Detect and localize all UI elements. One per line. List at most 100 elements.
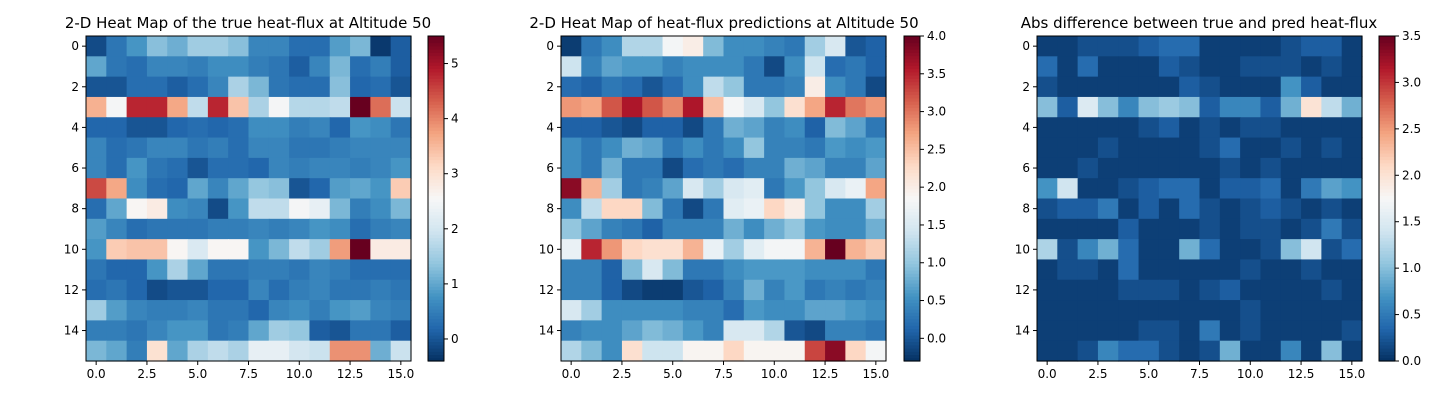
- heat-cell: [865, 56, 887, 78]
- x-tick-label: 0.0: [562, 367, 581, 381]
- heatmap-cells: [561, 36, 887, 362]
- heat-cell: [1097, 218, 1119, 240]
- heat-cell: [289, 157, 311, 179]
- heat-cell: [126, 76, 148, 98]
- heat-cell: [1219, 218, 1241, 240]
- colorbar-segment: [1379, 117, 1395, 122]
- heat-cell: [329, 259, 351, 281]
- heat-cell: [167, 218, 189, 240]
- heat-cell: [845, 157, 867, 179]
- heat-cell: [845, 36, 867, 57]
- colorbar-segment: [904, 114, 920, 118]
- heat-cell: [370, 117, 392, 139]
- heat-cell: [390, 320, 412, 342]
- colorbar-segment: [904, 149, 920, 154]
- colorbar-segment: [904, 237, 920, 242]
- heat-cell: [825, 218, 846, 240]
- heat-cell: [1240, 117, 1262, 139]
- heat-cell: [743, 218, 765, 240]
- heat-cell: [621, 198, 643, 220]
- heat-cell: [1077, 259, 1099, 281]
- heat-cell: [350, 198, 371, 220]
- heat-cell: [601, 340, 623, 362]
- y-tick-label: 12: [64, 283, 79, 297]
- colorbar-segment: [428, 299, 444, 304]
- heat-cell: [106, 36, 128, 57]
- heat-cell: [86, 137, 107, 159]
- colorbar-segment: [428, 302, 444, 307]
- heat-cell: [1301, 178, 1322, 200]
- heat-cell: [865, 96, 887, 118]
- colorbar-segment: [1379, 45, 1395, 50]
- colorbar-segment: [1379, 208, 1395, 213]
- heat-cell: [804, 137, 826, 159]
- colorbar-tick-label: 1.5: [927, 218, 946, 232]
- colorbar-segment: [428, 94, 444, 99]
- heat-cell: [268, 218, 290, 240]
- heat-cell: [126, 96, 148, 118]
- heat-cell: [390, 218, 412, 240]
- heat-cell: [804, 340, 826, 362]
- heat-cell: [1219, 259, 1241, 281]
- heat-cell: [662, 279, 684, 301]
- colorbar-tick-label: 0.5: [1402, 308, 1421, 322]
- heat-cell: [1077, 117, 1099, 139]
- colorbar-segment: [1379, 81, 1395, 86]
- colorbar-segment: [904, 351, 920, 356]
- colorbar-segment: [428, 331, 444, 336]
- colorbar-segment: [904, 136, 920, 141]
- colorbar-segment: [428, 221, 444, 226]
- colorbar-segment: [428, 162, 444, 167]
- heat-cell: [126, 300, 148, 321]
- colorbar-segment: [428, 325, 444, 330]
- heat-cell: [1138, 239, 1160, 261]
- heat-cell: [268, 56, 290, 78]
- colorbar-segment: [428, 81, 444, 86]
- heat-cell: [764, 259, 786, 281]
- heat-cell: [1158, 259, 1180, 281]
- heat-cell: [248, 279, 270, 301]
- x-tick-label: 15.0: [1338, 367, 1365, 381]
- heat-cell: [1179, 279, 1201, 301]
- colorbar-segment: [428, 318, 444, 323]
- heat-cell: [1077, 239, 1099, 261]
- heat-cell: [106, 239, 128, 261]
- heat-cell: [187, 178, 209, 200]
- heat-cell: [825, 137, 846, 159]
- heat-cell: [86, 340, 107, 362]
- heat-cell: [1301, 340, 1322, 362]
- colorbar-segment: [428, 68, 444, 73]
- colorbar-segment: [428, 55, 444, 60]
- heat-cell: [1037, 36, 1058, 57]
- heat-cell: [804, 117, 826, 139]
- heat-cell: [167, 157, 189, 179]
- y-tick-label: 12: [1015, 283, 1030, 297]
- heat-cell: [743, 137, 765, 159]
- heat-cell: [106, 137, 128, 159]
- heat-cell: [1219, 300, 1241, 321]
- heat-cell: [865, 76, 887, 98]
- colorbar-segment: [1379, 159, 1395, 164]
- colorbar-tick-label: 3.0: [1402, 75, 1421, 89]
- colorbar-segment: [428, 156, 444, 161]
- colorbar-segment: [904, 305, 920, 310]
- heat-cell: [743, 279, 765, 301]
- heat-cell: [1097, 96, 1119, 118]
- heat-cell: [682, 340, 704, 362]
- heat-cell: [825, 117, 846, 139]
- heat-cell: [126, 137, 148, 159]
- heat-cell: [845, 279, 867, 301]
- heat-cell: [1097, 76, 1119, 98]
- heat-cell: [703, 76, 725, 98]
- heat-cell: [126, 56, 148, 78]
- heat-cell: [248, 178, 270, 200]
- heat-cell: [561, 36, 582, 57]
- heat-cell: [1138, 198, 1160, 220]
- colorbar-segment: [904, 208, 920, 213]
- heat-cell: [764, 76, 786, 98]
- heat-cell: [825, 76, 846, 98]
- colorbar-segment: [1379, 273, 1395, 278]
- colorbar-segment: [904, 162, 920, 167]
- colorbar-segment: [904, 253, 920, 258]
- heat-cell: [682, 279, 704, 301]
